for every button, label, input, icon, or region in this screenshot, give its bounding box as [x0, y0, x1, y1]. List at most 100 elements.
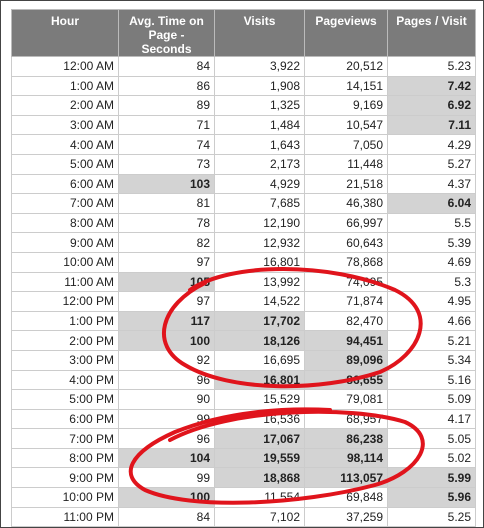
- table-row: 5:00 AM 73 2,173 11,448 5.27: [11, 153, 476, 175]
- value-cell: 46,380: [304, 193, 388, 214]
- value-cell: 113,057: [304, 467, 388, 489]
- value-cell: 71,874: [304, 291, 388, 312]
- value-cell: 5.5: [387, 212, 476, 234]
- value-cell: 89,096: [304, 349, 388, 371]
- header-row: Hour Avg. Time on Page - Seconds Visits Pag…: [11, 9, 476, 57]
- table-row: 12:00 PM 97 14,522 71,874 4.95: [11, 291, 476, 312]
- value-cell: 60,643: [304, 232, 388, 253]
- value-cell: 5.39: [387, 232, 476, 253]
- value-cell: 14,522: [214, 291, 305, 312]
- value-cell: 117: [118, 310, 215, 332]
- table-row: 4:00 AM 74 1,643 7,050 4.29: [11, 134, 476, 155]
- hour-cell: 6:00 PM: [11, 408, 119, 430]
- table-row: 11:00 AM 105 13,992 74,095 5.3: [11, 271, 476, 293]
- value-cell: 86,655: [304, 369, 388, 391]
- table-row: 2:00 PM 100 18,126 94,451 5.21: [11, 330, 476, 351]
- value-cell: 5.23: [387, 56, 476, 77]
- value-cell: 68,957: [304, 408, 388, 430]
- value-cell: 4,929: [214, 173, 305, 195]
- table-row: 6:00 AM 103 4,929 21,518 4.37: [11, 173, 476, 195]
- hour-cell: 5:00 AM: [11, 153, 119, 175]
- value-cell: 100: [118, 487, 215, 508]
- table-row: 3:00 PM 92 16,695 89,096 5.34: [11, 349, 476, 371]
- value-cell: 7,102: [214, 506, 305, 528]
- value-cell: 73: [118, 153, 215, 175]
- hour-cell: 4:00 AM: [11, 134, 119, 155]
- hour-cell: 12:00 AM: [11, 56, 119, 77]
- value-cell: 18,126: [214, 330, 305, 351]
- table-row: 7:00 AM 81 7,685 46,380 6.04: [11, 193, 476, 214]
- value-cell: 11,448: [304, 153, 388, 175]
- value-cell: 97: [118, 291, 215, 312]
- value-cell: 1,484: [214, 114, 305, 136]
- table-row: 8:00 PM 104 19,559 98,114 5.02: [11, 447, 476, 469]
- value-cell: 7.42: [387, 75, 476, 97]
- value-cell: 5.99: [387, 467, 476, 489]
- hour-cell: 5:00 PM: [11, 389, 119, 410]
- value-cell: 100: [118, 330, 215, 351]
- hour-cell: 11:00 PM: [11, 506, 119, 528]
- value-cell: 2,173: [214, 153, 305, 175]
- value-cell: 13,992: [214, 271, 305, 293]
- value-cell: 92: [118, 349, 215, 371]
- value-cell: 16,536: [214, 408, 305, 430]
- value-cell: 82: [118, 232, 215, 253]
- value-cell: 96: [118, 369, 215, 391]
- table-row: 5:00 PM 90 15,529 79,081 5.09: [11, 389, 476, 410]
- value-cell: 12,932: [214, 232, 305, 253]
- table-body: 12:00 AM 84 3,922 20,512 5.23 1:00 AM 86 1,908 1…: [11, 56, 476, 528]
- hour-cell: 8:00 PM: [11, 447, 119, 469]
- value-cell: 7.11: [387, 114, 476, 136]
- column-header: Hour: [11, 9, 119, 57]
- value-cell: 1,325: [214, 95, 305, 116]
- table-row: 11:00 PM 84 7,102 37,259 5.25: [11, 506, 476, 528]
- table-row: 3:00 AM 71 1,484 10,547 7.11: [11, 114, 476, 136]
- value-cell: 1,908: [214, 75, 305, 97]
- hour-cell: 12:00 PM: [11, 291, 119, 312]
- value-cell: 6.04: [387, 193, 476, 214]
- data-table: Hour Avg. Time on Page - Seconds Visits Pag…: [11, 9, 476, 528]
- table-row: 9:00 PM 99 18,868 113,057 5.99: [11, 467, 476, 489]
- value-cell: 4.69: [387, 251, 476, 273]
- value-cell: 11,554: [214, 487, 305, 508]
- value-cell: 104: [118, 447, 215, 469]
- value-cell: 99: [118, 467, 215, 489]
- value-cell: 17,067: [214, 428, 305, 449]
- value-cell: 5.09: [387, 389, 476, 410]
- table-row: 2:00 AM 89 1,325 9,169 6.92: [11, 95, 476, 116]
- table-row: 4:00 PM 96 16,801 86,655 5.16: [11, 369, 476, 391]
- value-cell: 5.02: [387, 447, 476, 469]
- value-cell: 5.34: [387, 349, 476, 371]
- value-cell: 7,685: [214, 193, 305, 214]
- column-header: Visits: [214, 9, 305, 57]
- value-cell: 5.27: [387, 153, 476, 175]
- value-cell: 98,114: [304, 447, 388, 469]
- hour-cell: 1:00 AM: [11, 75, 119, 97]
- value-cell: 78: [118, 212, 215, 234]
- value-cell: 94,451: [304, 330, 388, 351]
- value-cell: 1,643: [214, 134, 305, 155]
- value-cell: 4.17: [387, 408, 476, 430]
- hour-cell: 10:00 PM: [11, 487, 119, 508]
- value-cell: 84: [118, 56, 215, 77]
- table-row: 6:00 PM 99 16,536 68,957 4.17: [11, 408, 476, 430]
- value-cell: 17,702: [214, 310, 305, 332]
- value-cell: 4.95: [387, 291, 476, 312]
- value-cell: 9,169: [304, 95, 388, 116]
- value-cell: 86: [118, 75, 215, 97]
- value-cell: 66,997: [304, 212, 388, 234]
- table-row: 7:00 PM 96 17,067 86,238 5.05: [11, 428, 476, 449]
- hour-cell: 2:00 PM: [11, 330, 119, 351]
- hour-cell: 9:00 AM: [11, 232, 119, 253]
- value-cell: 89: [118, 95, 215, 116]
- hour-cell: 3:00 PM: [11, 349, 119, 371]
- table-row: 9:00 AM 82 12,932 60,643 5.39: [11, 232, 476, 253]
- hour-cell: 11:00 AM: [11, 271, 119, 293]
- hour-cell: 6:00 AM: [11, 173, 119, 195]
- value-cell: 4.66: [387, 310, 476, 332]
- value-cell: 97: [118, 251, 215, 273]
- value-cell: 103: [118, 173, 215, 195]
- value-cell: 15,529: [214, 389, 305, 410]
- value-cell: 3,922: [214, 56, 305, 77]
